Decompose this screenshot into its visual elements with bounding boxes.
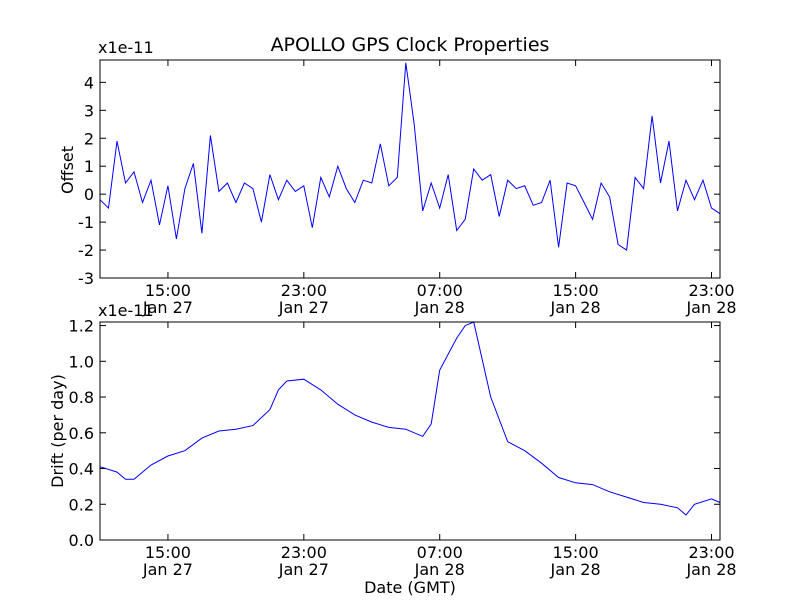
drift-xtick-time-label: 23:00 — [688, 543, 734, 562]
drift-plot-frame — [99, 321, 721, 541]
offset-scale-label: x1e-11 — [98, 38, 154, 57]
drift-scale-label: x1e-11 — [98, 301, 154, 320]
drift-xtick-date-label: Jan 28 — [550, 560, 601, 579]
offset-ytick-label: 2 — [84, 129, 94, 148]
offset-xtick-time-label: 15:00 — [553, 281, 599, 300]
drift-ytick-label: 0.8 — [69, 388, 94, 407]
offset-xtick-date-label: Jan 28 — [550, 298, 601, 317]
offset-xtick-time-label: 15:00 — [145, 281, 191, 300]
drift-ytick-label: 0.2 — [69, 495, 94, 514]
x-axis-label: Date (GMT) — [364, 578, 456, 597]
offset-y-axis-label: Offset — [58, 146, 77, 194]
drift-xtick-date-label: Jan 27 — [142, 560, 193, 579]
drift-xtick-date-label: Jan 28 — [685, 560, 736, 579]
offset-series-line — [99, 62, 721, 251]
chart-title: APOLLO GPS Clock Properties — [271, 34, 550, 56]
offset-plot-frame — [99, 59, 721, 279]
offset-ytick-label: -1 — [78, 213, 94, 232]
drift-panel: x1e-11 Drift (per day) 0.0 0.2 0.4 0.6 0.8 1.… — [48, 301, 737, 597]
offset-ytick-label: 3 — [84, 101, 94, 120]
offset-xtick-time-label: 07:00 — [417, 281, 463, 300]
offset-ytick-label: 4 — [84, 73, 94, 92]
offset-xtick-date-label: Jan 28 — [685, 298, 736, 317]
drift-ytick-label: 0.0 — [69, 531, 94, 550]
offset-ytick-label: 1 — [84, 157, 94, 176]
drift-xtick-time-label: 07:00 — [417, 543, 463, 562]
drift-xtick-time-label: 15:00 — [553, 543, 599, 562]
offset-ytick-label: -3 — [78, 269, 94, 288]
drift-series-line — [99, 321, 721, 516]
drift-xtick-time-label: 15:00 — [145, 543, 191, 562]
drift-ytick-label: 0.6 — [69, 424, 94, 443]
offset-ytick-label: -2 — [78, 241, 94, 260]
drift-xtick-time-label: 23:00 — [281, 543, 327, 562]
offset-xtick-date-label: Jan 27 — [278, 298, 329, 317]
drift-xtick-date-label: Jan 27 — [278, 560, 329, 579]
offset-xtick-time-label: 23:00 — [281, 281, 327, 300]
drift-xtick-date-label: Jan 28 — [414, 560, 465, 579]
offset-ytick-label: 0 — [84, 185, 94, 204]
offset-xtick-date-label: Jan 28 — [414, 298, 465, 317]
drift-ytick-label: 0.4 — [69, 460, 94, 479]
offset-xtick-time-label: 23:00 — [688, 281, 734, 300]
drift-ytick-label: 1.0 — [69, 352, 94, 371]
drift-y-axis-label: Drift (per day) — [48, 374, 67, 488]
offset-xtick-date-label: Jan 27 — [142, 298, 193, 317]
drift-ytick-label: 1.2 — [69, 317, 94, 336]
